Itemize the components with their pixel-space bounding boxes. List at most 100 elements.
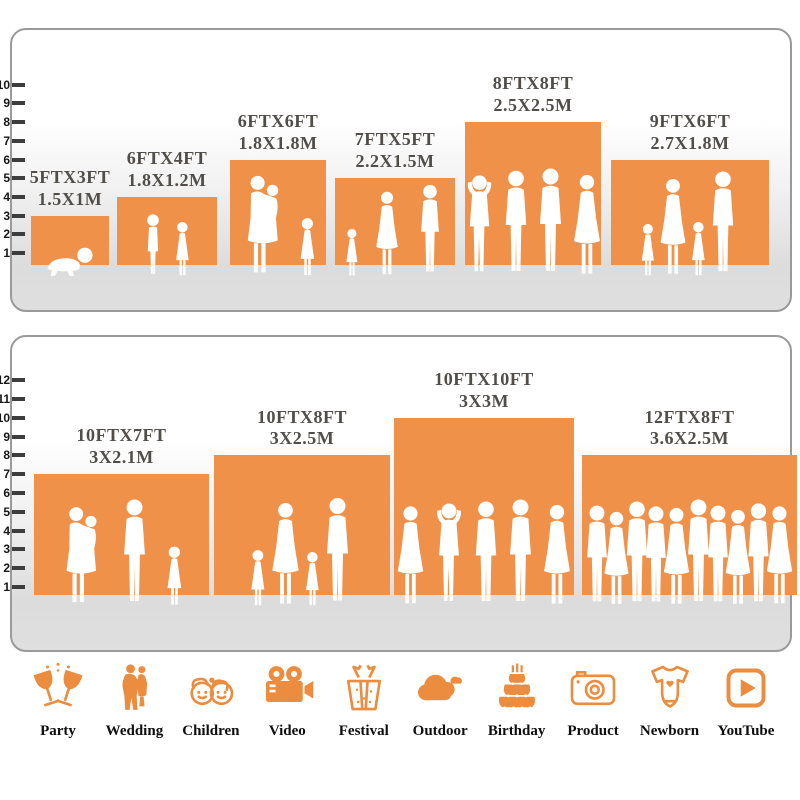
bar-label: 6FTX4FT 1.8X1.2M [77, 148, 257, 192]
silhouette-womanBaby [66, 507, 97, 603]
ruler-number: 8 [3, 448, 10, 463]
icon-label: YouTube [717, 723, 775, 739]
ruler-number: 8 [3, 115, 10, 130]
ruler-number: 5 [3, 171, 10, 186]
bar-size-ft: 12FTX8FT [644, 406, 735, 427]
ruler-number: 6 [3, 486, 10, 500]
icon-label: Outdoor [412, 723, 468, 739]
backdrop-bar-6ftx6ft [230, 159, 326, 276]
bar-label: 5FTX3FT 1.5X1M [0, 167, 160, 211]
backdrop-bar-6ftx4ft [117, 196, 217, 276]
ruler-number: 6 [3, 152, 10, 167]
backdrop-panel-lower: 12345678910111210FTX7FT3X2.1M10FTX8FT3X2… [0, 335, 797, 652]
icon-label: Festival [338, 723, 389, 739]
ruler-tick [12, 434, 25, 439]
bar-size-m: 1.5X1M [37, 188, 103, 209]
silhouette-man [646, 506, 666, 602]
ruler-number: 10 [0, 77, 10, 92]
silhouette-man [587, 505, 607, 602]
category-children: Children [175, 658, 247, 740]
backdrop-bar-8ftx8ft [465, 122, 601, 274]
ruler-tick [12, 213, 25, 218]
ruler-tick [12, 585, 25, 589]
party-icon [30, 658, 86, 716]
silhouette-man [124, 499, 145, 602]
bar-size-ft: 9FTX6FT [649, 110, 731, 131]
ruler-tick [12, 415, 25, 420]
bar-size-m: 1.8X1.2M [127, 169, 207, 190]
ruler-number: 1 [3, 580, 10, 594]
bar-size-m: 3.6X2.5M [650, 428, 729, 449]
bar-label: 6FTX6FT 1.8X1.8M [188, 111, 368, 155]
ruler-tick [12, 491, 25, 495]
ruler-number: 4 [3, 189, 10, 204]
category-outdoor: Outdoor [404, 658, 476, 740]
ruler-tick [12, 453, 25, 458]
category-icons-row: Party Wedding Children Video Festival Outdoor… [0, 658, 800, 740]
silhouette-woman [604, 511, 629, 604]
silhouette-woman [663, 507, 690, 604]
silhouette-woman [397, 506, 424, 604]
ruler-number: 2 [3, 227, 10, 242]
children-icon [183, 658, 239, 716]
silhouette-man [626, 501, 648, 602]
silhouette-woman [574, 174, 600, 274]
ruler-tick [12, 138, 25, 143]
backdrop-bar-10ftx8ft [214, 455, 390, 606]
bar-size-ft: 10FTX7FT [76, 425, 167, 446]
bar-label: 8FTX8FT 2.5X2.5M [443, 73, 623, 117]
ruler-tick [12, 251, 25, 255]
ruler-tick [12, 176, 25, 181]
bar-size-ft: 7FTX5FT [354, 129, 436, 150]
backdrop-bar-12ftx8ft [582, 455, 797, 604]
bar-label: 9FTX6FT 2.7X1.8M [600, 111, 780, 155]
silhouette-girl [250, 550, 264, 606]
icon-label: Party [40, 723, 76, 739]
silhouette-man [540, 168, 561, 271]
silhouette-baby [47, 247, 93, 276]
silhouette-woman [660, 178, 685, 274]
silhouette-group [117, 213, 217, 277]
bar-size-m: 2.7X1.8M [650, 132, 730, 153]
outdoor-icon [412, 658, 468, 716]
ruler-tick [12, 528, 25, 533]
silhouette-group [611, 170, 769, 277]
backdrop-bar-5ftx3ft [31, 215, 109, 276]
ruler-tick [12, 157, 25, 162]
ruler-tick [12, 82, 25, 87]
category-festival: Festival [328, 658, 400, 740]
bar-size-ft: 10FTX10FT [434, 368, 534, 389]
backdrop-panel-upper: 123456789105FTX3FT1.5X1M6FTX4FT1.8X1.2M6… [0, 28, 792, 312]
silhouette-woman [376, 191, 398, 275]
silhouette-girl [300, 218, 314, 276]
silhouette-girl [175, 222, 189, 276]
icon-label: Children [182, 723, 240, 739]
ruler-tick [12, 472, 25, 477]
silhouette-man [688, 499, 709, 602]
silhouette-girl [346, 228, 358, 276]
silhouette-man [421, 184, 439, 272]
festival-icon [336, 658, 392, 716]
silhouette-womanBaby [247, 175, 278, 273]
bar-size-m: 1.8X1.8M [238, 132, 318, 153]
silhouette-girl [641, 224, 654, 276]
silhouette-manUp [437, 503, 461, 602]
icon-label: Newborn [639, 723, 700, 739]
icon-label: Wedding [105, 723, 164, 739]
silhouette-group [465, 167, 601, 277]
bar-size-m: 3X2.5M [269, 428, 335, 449]
backdrop-bar-10ftx7ft [34, 474, 209, 605]
ruler-number: 9 [3, 429, 10, 444]
silhouette-woman [544, 504, 570, 604]
product-icon [565, 658, 621, 716]
ruler-tick [12, 547, 25, 552]
silhouette-woman [271, 502, 299, 604]
silhouette-group [335, 183, 455, 277]
category-birthday: Birthday [481, 658, 553, 740]
youtube-icon [718, 658, 774, 716]
ruler-number: 3 [3, 542, 10, 557]
ruler-tick [12, 509, 25, 514]
video-icon [259, 658, 315, 716]
silhouette-man [712, 171, 733, 272]
bar-size-m: 3X3M [459, 390, 509, 411]
